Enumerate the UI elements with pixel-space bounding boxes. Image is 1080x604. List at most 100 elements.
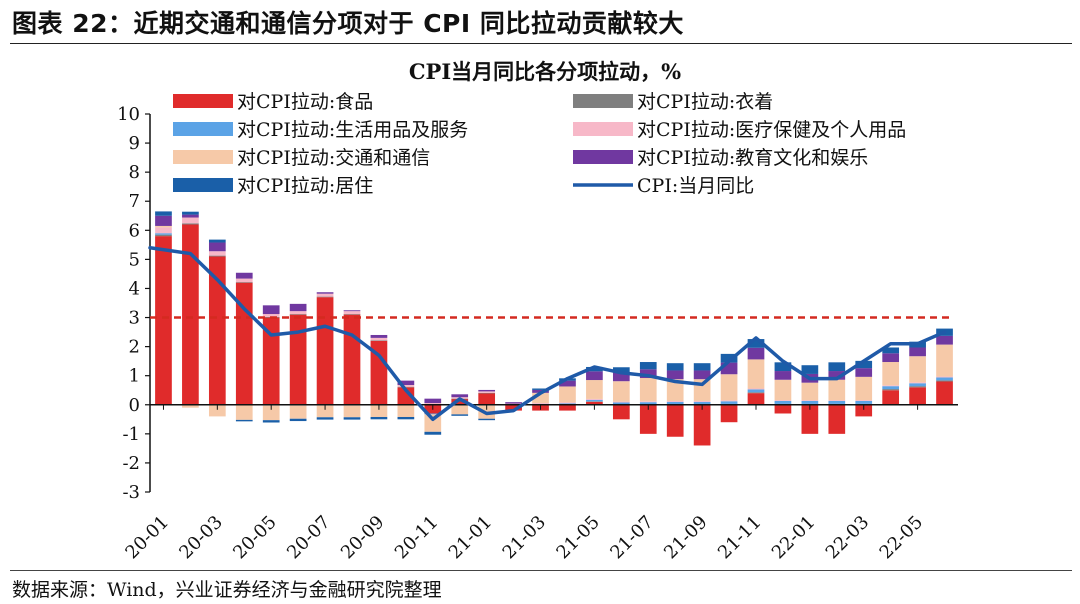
bar-20-08-s0 [343, 314, 361, 405]
bar-21-06-s5 [612, 372, 630, 382]
bar-20-05-s3 [262, 314, 280, 317]
legend-label: 对CPI拉动:生活用品及服务 [237, 119, 468, 141]
bar-20-09-s3 [370, 337, 388, 341]
legend-label: 对CPI拉动:居住 [237, 175, 373, 197]
bar-22-03-s5 [855, 368, 873, 377]
bar-22-06-s1 [936, 380, 953, 382]
x-tick-label: 21-09 [660, 512, 712, 564]
x-tick-label: 22-03 [822, 512, 874, 564]
bar-20-05-s6 [262, 420, 280, 423]
bar-20-02-s3 [182, 217, 199, 224]
bar-21-03-s4 [532, 392, 549, 404]
legend-label: 对CPI拉动:医疗保健及个人用品 [637, 119, 906, 141]
cpi-yoy-line [148, 246, 947, 422]
x-tick-label: 21-11 [714, 512, 766, 564]
bar-21-02-s0 [505, 404, 522, 411]
bar-21-11-s2 [747, 389, 765, 393]
line-layer [148, 246, 947, 422]
bar-20-10-s6 [397, 416, 415, 420]
bar-22-01-s2 [801, 400, 819, 404]
x-tick-label: 21-03 [499, 512, 551, 564]
bar-20-06-s5 [289, 303, 307, 312]
bar-22-03-s0 [855, 404, 873, 417]
bar-22-02-s2 [828, 400, 846, 404]
x-tick-label: 21-07 [606, 512, 658, 564]
bar-21-05-s5 [586, 371, 603, 381]
legend-swatch [173, 150, 233, 164]
bar-21-04-s0 [559, 404, 576, 411]
bar-21-11-s4 [747, 359, 765, 389]
bar-21-09-s2 [693, 401, 711, 405]
bar-20-04-s3 [235, 278, 253, 283]
bar-20-03-s5 [208, 242, 226, 252]
x-tick-label: 21-05 [552, 512, 604, 564]
bar-20-07-s6 [316, 417, 334, 420]
y-tick-label: 7 [129, 191, 140, 212]
bar-21-01-s3 [478, 391, 496, 393]
bar-21-05-s4 [586, 380, 603, 399]
bar-21-08-s4 [666, 379, 684, 401]
legend-swatch [573, 122, 633, 136]
bar-21-03-s3 [532, 403, 549, 404]
bar-21-01-s6 [478, 418, 496, 421]
bar-22-06-s0 [936, 381, 953, 405]
bar-20-09-s6 [370, 416, 388, 420]
bar-21-12-s5 [774, 371, 792, 380]
bar-20-01-s0 [155, 236, 172, 405]
bar-20-09-s4 [370, 405, 388, 417]
bar-22-04-s6 [882, 347, 900, 354]
x-tick-label: 20-01 [121, 512, 173, 564]
bar-20-03-s1 [208, 255, 226, 257]
bar-20-06-s1 [289, 314, 307, 315]
bar-21-11-s0 [747, 393, 765, 405]
x-tick-label: 21-01 [445, 512, 497, 564]
legend-label: CPI:当月同比 [637, 175, 754, 197]
bar-21-08-s2 [666, 401, 684, 405]
y-tick-label: -2 [122, 453, 140, 474]
bar-20-11-s4 [424, 414, 442, 432]
bar-21-09-s5 [693, 370, 711, 380]
legend-swatch [173, 178, 233, 192]
bar-21-09-s3 [693, 400, 711, 402]
legend-swatch [573, 150, 633, 164]
bar-21-06-s4 [612, 381, 630, 402]
bar-21-10-s4 [720, 374, 738, 401]
bar-20-09-s0 [370, 340, 388, 405]
y-tick-label: 8 [129, 162, 140, 183]
bar-22-03-s6 [855, 360, 873, 369]
title-rule [10, 43, 1072, 44]
bar-22-06-s5 [936, 335, 953, 345]
bar-20-10-s1 [397, 386, 415, 388]
bar-20-01-s3 [155, 227, 172, 234]
bar-22-05-s0 [909, 387, 926, 405]
bar-20-08-s1 [343, 314, 361, 315]
bar-20-10-s3 [397, 385, 415, 387]
bar-20-01-s1 [155, 234, 172, 237]
bar-20-08-s6 [343, 417, 361, 420]
bar-21-12-s4 [774, 379, 792, 401]
bar-20-06-s4 [289, 405, 307, 419]
bar-22-04-s2 [882, 386, 900, 390]
y-tick-label: 6 [129, 220, 140, 241]
bar-20-11-s5 [424, 398, 442, 404]
bar-20-03-s3 [208, 251, 226, 256]
bar-22-04-s4 [882, 362, 900, 386]
bar-21-08-s0 [666, 404, 684, 437]
bar-20-06-s0 [289, 314, 307, 405]
bar-21-09-s0 [693, 404, 711, 446]
bar-20-11-s6 [424, 431, 442, 435]
bar-21-12-s0 [774, 404, 792, 414]
bar-21-07-s2 [639, 402, 657, 405]
bar-22-05-s3 [909, 382, 926, 384]
bar-21-08-s6 [666, 363, 684, 371]
bar-20-05-s5 [262, 305, 280, 315]
bar-21-10-s2 [720, 401, 738, 404]
bar-20-08-s4 [343, 405, 361, 418]
bar-21-12-s2 [774, 400, 792, 404]
bar-21-01-s1 [478, 392, 496, 394]
bar-20-01-s2 [155, 233, 172, 235]
y-tick-label: 5 [129, 249, 140, 270]
bar-20-04-s6 [235, 419, 253, 422]
bar-21-05-s3 [586, 398, 603, 400]
bar-20-11-s2 [424, 413, 442, 415]
